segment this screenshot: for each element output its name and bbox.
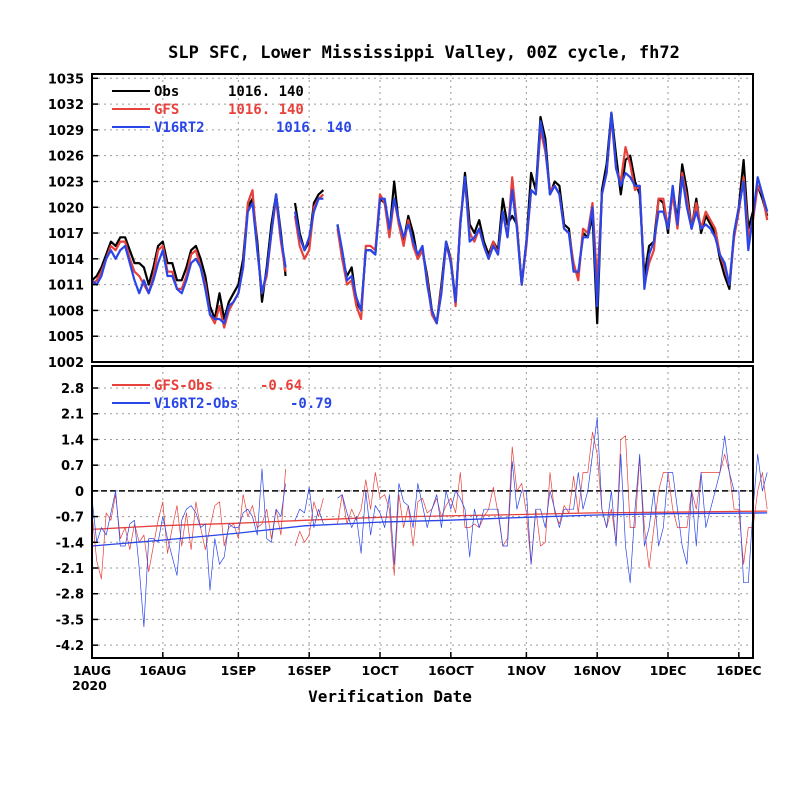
bottom-panel-series [91,417,768,628]
legend-name-v16rt2: V16RT2 [154,120,205,136]
series-line-gfs-obs [337,431,768,576]
bottom-y-tick-label: -3.5 [56,613,84,628]
bottom-y-tick-label: 1.4 [61,433,84,448]
top-y-tick-label: 1014 [48,253,84,268]
bottom-y-tick-label: 0 [75,485,84,500]
bottom-panel-legend: GFS-Obs -0.64 V16RT2-Obs -0.79 [112,378,332,412]
legend-name-gfs-obs: GFS-Obs [154,378,213,394]
bottom-panel-y-tick-labels: -4.2 -3.5 -2.8 -2.1 -1.4 -0.7 0 0.7 1.4 2.1 2.8 [56,382,98,654]
series-line-obs [91,193,287,321]
top-panel-series [91,111,769,329]
bottom-y-tick-label: 0.7 [61,459,84,474]
bottom-y-tick-label: -0.7 [56,511,84,526]
top-panel-y-tick-labels: 1002 1005 1008 1011 1014 1017 1020 1023 1026 1029… [48,72,98,371]
series-line-v16rt2 [91,193,287,325]
bottom-y-tick-label: -2.8 [56,588,84,603]
series-line-v16rt2-obs [294,486,324,528]
top-y-tick-label: 1017 [48,227,84,242]
x-tick-label: 1AUG [73,663,111,678]
top-y-tick-label: 1005 [48,330,84,345]
x-tick-label: 1DEC [650,663,687,678]
top-panel-legend: Obs 1016. 140 GFS 1016. 140 V16RT2 1016. 140 [112,84,352,136]
series-line-v16rt2-obs [337,417,768,584]
bottom-y-tick-label: 2.1 [61,408,84,423]
x-axis-title: Verification Date [308,687,472,706]
top-y-tick-label: 1035 [48,72,84,87]
chart-title: SLP SFC, Lower Mississippi Valley, 00Z c… [168,43,680,63]
x-tick-label: 1OCT [361,663,398,678]
legend-stat-v16rt2: 1016. 140 [276,120,352,136]
top-y-tick-label: 1026 [48,150,84,165]
x-year-label: 2020 [72,678,107,693]
series-line-v16rt2-obs [91,468,286,628]
series-line-v16rt2 [336,111,769,325]
series-line-gfs-obs [91,468,286,580]
legend-stat-obs: 1016. 140 [228,84,304,100]
legend-name-v16rt2-obs: V16RT2-Obs [154,396,238,412]
series-line-obs [336,111,769,325]
x-tick-label: 16SEP [287,663,331,678]
top-y-tick-label: 1023 [48,175,84,190]
running-mean-gfs-obs [91,510,768,531]
legend-stat-gfs-obs: -0.64 [260,378,302,394]
x-tick-label: 16AUG [139,663,186,678]
legend-stat-v16rt2-obs: -0.79 [290,396,332,412]
top-y-tick-label: 1029 [48,124,84,139]
bottom-panel-frame [91,365,754,659]
bottom-y-tick-label: 2.8 [61,382,84,397]
bottom-y-tick-label: -4.2 [56,639,84,654]
series-line-gfs [336,115,769,325]
x-tick-label: 16OCT [428,663,474,678]
legend-name-obs: Obs [154,84,179,100]
top-panel-grid [91,74,753,363]
legend-name-gfs: GFS [154,102,179,118]
series-line-gfs-obs [294,498,324,547]
bottom-y-tick-label: -1.4 [56,536,84,551]
top-y-tick-label: 1032 [48,98,84,113]
bottom-y-tick-label: -2.1 [56,562,84,577]
series-line-gfs [91,189,287,329]
bottom-panel-grid [91,366,753,658]
top-y-tick-label: 1008 [48,304,84,319]
x-tick-label: 16DEC [716,663,761,678]
series-line-v16rt2 [293,197,324,252]
x-tick-labels: 1AUG 16AUG 1SEP 16SEP 1OCT 16OCT 1NOV 16NOV 1DEC… [73,652,762,678]
x-tick-label: 1SEP [221,663,256,678]
top-panel-frame [91,73,754,363]
running-mean-v16rt2-obs [91,512,768,547]
top-y-tick-label: 1011 [48,279,84,294]
x-tick-label: 1NOV [507,663,546,678]
x-tick-label: 16NOV [573,663,621,678]
legend-stat-gfs: 1016. 140 [228,102,304,118]
top-y-tick-label: 1020 [48,201,84,216]
top-y-tick-label: 1002 [48,356,84,371]
